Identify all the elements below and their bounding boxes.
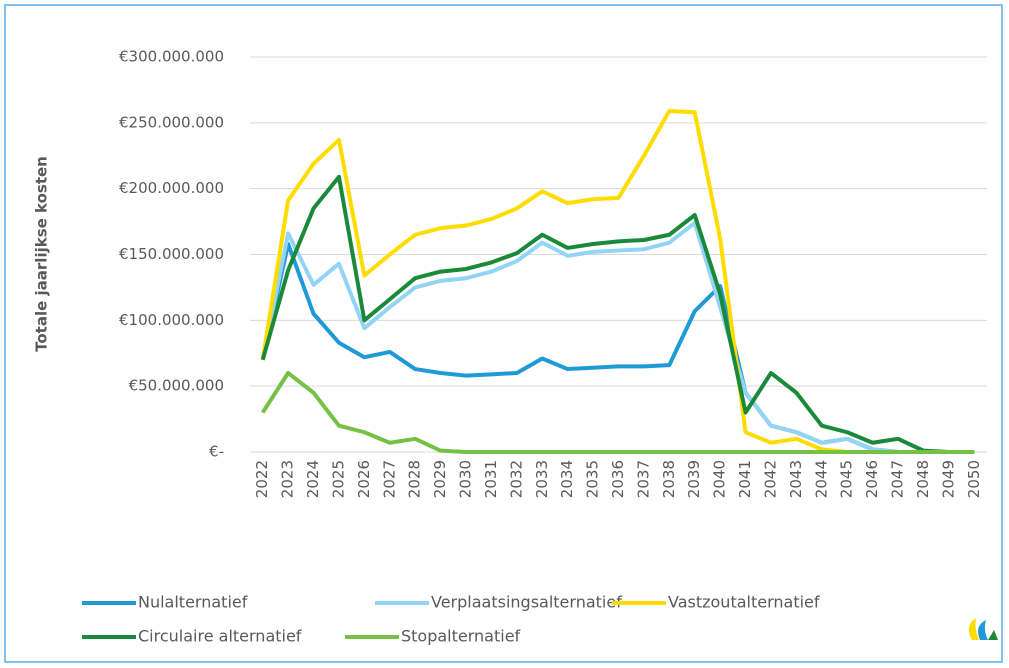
y-axis-label: Totale jaarlijkse kosten [33, 156, 51, 352]
x-tick-label: 2048 [914, 460, 932, 498]
series-line [260, 174, 975, 454]
series-line [260, 241, 975, 454]
x-tick-label: 2038 [660, 460, 678, 498]
y-tick-label: €50.000.000 [129, 377, 224, 395]
x-tick-label: 2050 [965, 460, 983, 498]
x-tick-label: 2032 [507, 460, 525, 498]
x-tick-label: 2041 [736, 460, 754, 498]
y-tick-label: €- [209, 443, 224, 461]
x-tick-label: 2026 [355, 460, 373, 498]
y-tick-label: €150.000.000 [119, 245, 224, 263]
legend-label: Nulalternatief [138, 593, 248, 612]
x-tick-label: 2029 [431, 460, 449, 498]
x-tick-label: 2035 [584, 460, 602, 498]
x-tick-label: 2040 [711, 460, 729, 498]
x-tick-label: 2031 [482, 460, 500, 498]
series-line [261, 371, 975, 454]
series-line [260, 108, 975, 454]
chart-border [4, 4, 1003, 663]
x-tick-label: 2042 [761, 460, 779, 498]
y-tick-label: €200.000.000 [119, 179, 224, 197]
x-tick-label: 2049 [939, 460, 957, 498]
legend-label: Vastzoutalternatief [668, 593, 820, 612]
series-line [260, 220, 975, 454]
x-tick-label: 2037 [634, 460, 652, 498]
x-tick-label: 2044 [812, 460, 830, 498]
x-tick-label: 2030 [457, 460, 475, 498]
x-tick-label: 2025 [329, 460, 347, 498]
x-tick-label: 2034 [558, 460, 576, 498]
x-tick-label: 2028 [406, 460, 424, 498]
x-tick-label: 2046 [863, 460, 881, 498]
legend-label: Verplaatsingsalternatief [431, 593, 622, 612]
y-tick-label: €100.000.000 [119, 311, 224, 329]
x-tick-label: 2036 [609, 460, 627, 498]
x-tick-label: 2024 [304, 460, 322, 498]
x-tick-label: 2047 [889, 460, 907, 498]
x-tick-label: 2023 [279, 460, 297, 498]
legend-label: Stopalternatief [401, 627, 521, 646]
x-tick-label: 2027 [380, 460, 398, 498]
y-tick-label: €250.000.000 [119, 113, 224, 131]
x-tick-label: 2022 [253, 460, 271, 498]
logo [968, 618, 998, 640]
x-tick-label: 2043 [787, 460, 805, 498]
x-tick-label: 2033 [533, 460, 551, 498]
legend-label: Circulaire alternatief [138, 627, 302, 646]
y-tick-label: €300.000.000 [119, 48, 224, 66]
x-tick-label: 2045 [838, 460, 856, 498]
x-tick-label: 2039 [685, 460, 703, 498]
